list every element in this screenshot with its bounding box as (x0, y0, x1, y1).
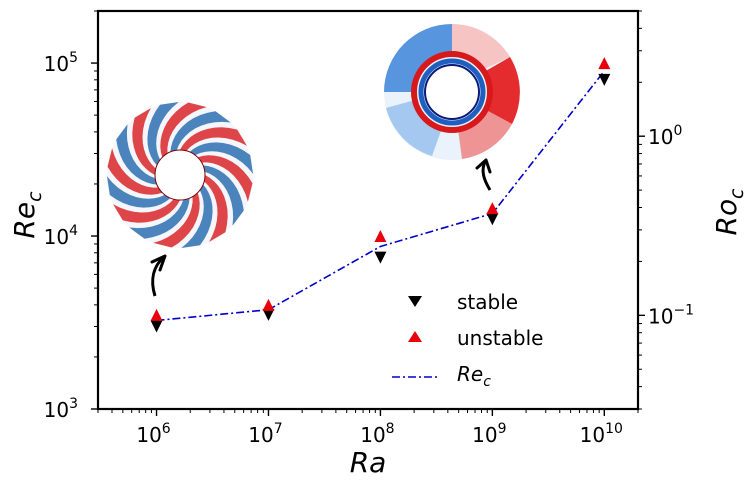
legend-rec-label: Rec (457, 362, 491, 390)
y-axis: 103 104 105 (44, 10, 98, 422)
legend-stable-label: stable (457, 290, 518, 314)
x-tick-label: 108 (360, 421, 394, 447)
unstable-marker (374, 230, 387, 243)
legend-unstable-label: unstable (457, 326, 543, 350)
x-tick-label: 106 (136, 421, 170, 447)
y-tick-label: 105 (44, 50, 78, 76)
y2-tick-label: 100 (648, 123, 682, 149)
legend-unstable-marker (408, 331, 422, 342)
rec-line (156, 70, 605, 322)
x-tick-label: 1010 (580, 421, 623, 447)
legend: stable unstable Rec (392, 290, 543, 390)
unstable-marker (262, 298, 275, 311)
arrow-head-2 (475, 158, 492, 174)
stable-series (150, 73, 611, 333)
y-axis-title: Rec (8, 191, 46, 239)
stable-marker (374, 251, 387, 264)
y2-axis: 10−1 100 (638, 10, 694, 410)
x-axis-title: Ra (350, 446, 387, 479)
stable-marker (262, 308, 275, 321)
flow-pattern-ra-1e9-inset (384, 24, 520, 160)
y-tick-label: 104 (44, 223, 78, 249)
x-tick-label: 107 (248, 421, 282, 447)
y2-axis-title: Roc (710, 188, 748, 236)
unstable-marker (486, 202, 499, 215)
plot-frame (96, 9, 640, 411)
y2-tick-label: 10−1 (648, 302, 694, 328)
arrow-head-1 (150, 254, 167, 272)
unstable-marker (150, 308, 163, 321)
stable-marker (150, 320, 163, 333)
unstable-series (150, 57, 611, 321)
unstable-marker (598, 57, 611, 70)
stable-marker (486, 213, 499, 226)
stable-marker (598, 73, 611, 86)
legend-stable-marker (408, 296, 422, 307)
flow-pattern-ra-1e6-inset (107, 102, 253, 248)
rec-series (156, 70, 605, 322)
y-tick-label: 103 (44, 396, 78, 422)
x-tick-label: 109 (472, 421, 506, 447)
x-axis: 106 107 108 109 1010 (97, 409, 639, 447)
